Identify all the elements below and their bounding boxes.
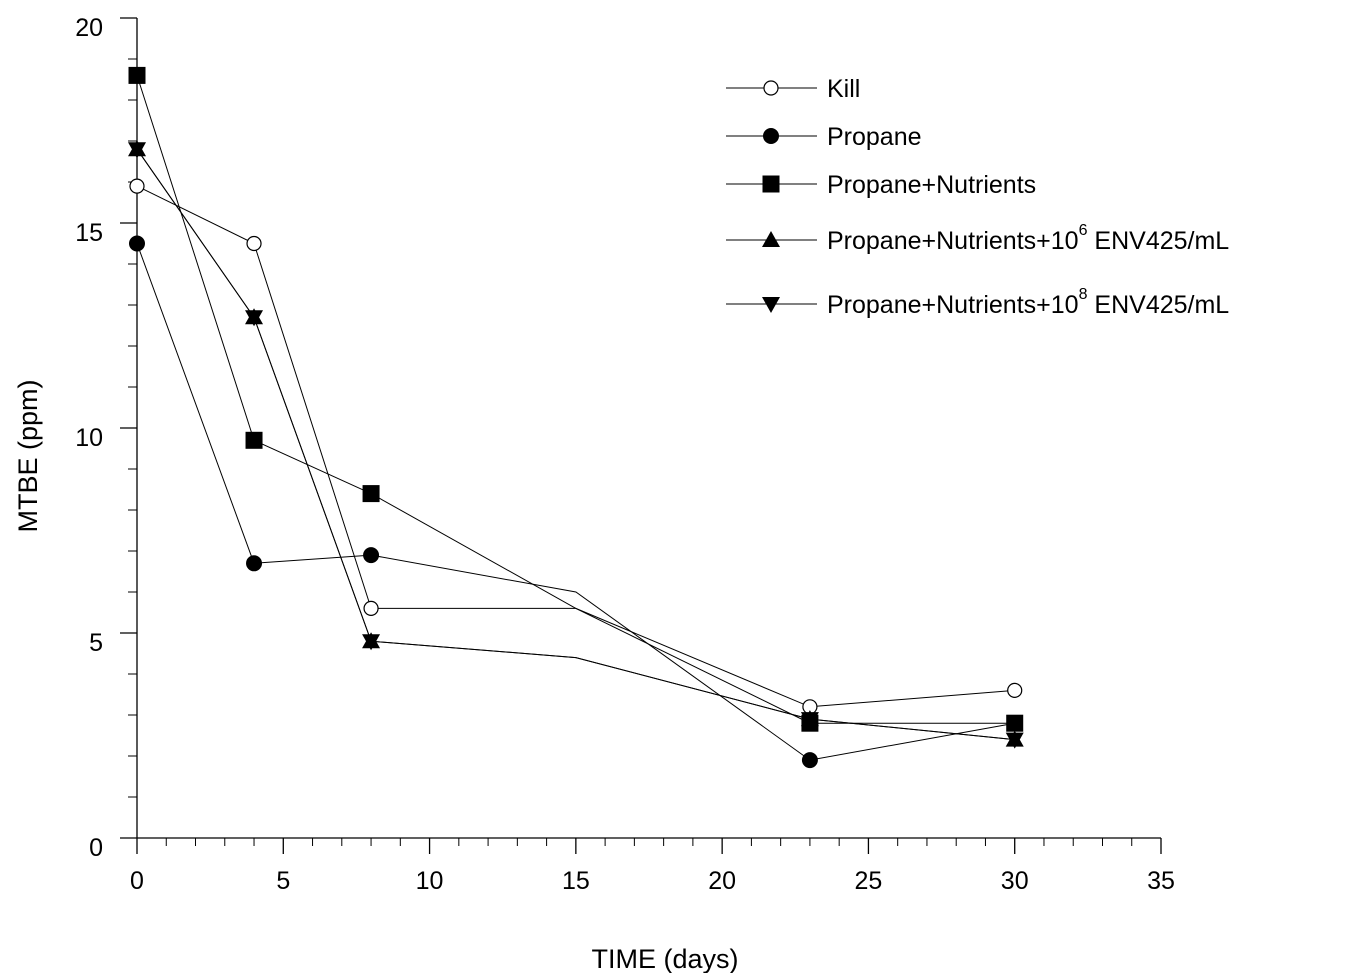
legend-label-sup: 8 xyxy=(1079,286,1088,303)
data-point-s1 xyxy=(246,235,262,252)
x-axis-title: TIME (days) xyxy=(591,944,738,973)
y-tick-label: 5 xyxy=(89,629,103,657)
data-point-s2 xyxy=(129,235,145,252)
legend-label-1: Kill xyxy=(827,75,860,103)
legend-marker-1 xyxy=(763,80,779,96)
data-point-s5 xyxy=(1005,732,1024,749)
data-point-s1 xyxy=(1007,682,1023,699)
x-tick-label: 35 xyxy=(1147,867,1175,895)
y-tick-label: 15 xyxy=(75,219,103,247)
data-point-s5 xyxy=(362,634,381,651)
legend: Kill Propane Propane+Nutrients Propane+Nutr… xyxy=(726,75,1229,319)
x-tick-label: 5 xyxy=(276,867,290,895)
legend-label-suffix: ENV425/mL xyxy=(1087,227,1229,255)
data-point-s3 xyxy=(1006,714,1024,732)
series-markers xyxy=(128,66,1024,769)
legend-label-sup: 6 xyxy=(1079,222,1088,239)
data-point-s2 xyxy=(363,547,380,564)
data-point-s2 xyxy=(246,555,263,572)
legend-label-5: Propane+Nutrients+108 ENV425/mL xyxy=(827,286,1229,319)
x-tick-label: 10 xyxy=(416,867,444,895)
x-tick-label: 0 xyxy=(130,867,144,895)
legend-label-2: Propane xyxy=(827,123,922,151)
y-tick-label: 10 xyxy=(75,424,103,452)
data-point-s2 xyxy=(801,752,818,769)
series-line-5 xyxy=(136,148,1015,741)
data-point-s5 xyxy=(245,310,264,327)
axes: 0 5 10 15 20 25 30 35 0 5 10 15 20 xyxy=(75,14,1175,895)
data-point-s3 xyxy=(245,431,263,449)
legend-label-base: Propane+Nutrients+10 xyxy=(827,291,1079,319)
data-point-s3 xyxy=(362,485,380,503)
y-tick-label: 0 xyxy=(89,834,103,862)
data-point-s1 xyxy=(363,600,379,617)
x-tick-label: 25 xyxy=(855,867,883,895)
data-point-s1 xyxy=(129,178,145,194)
data-point-s5 xyxy=(128,142,146,159)
legend-label-4: Propane+Nutrients+106 ENV425/mL xyxy=(827,222,1229,255)
x-tick-label: 30 xyxy=(1001,867,1029,895)
series-lines xyxy=(136,75,1015,761)
legend-marker-4 xyxy=(762,231,780,247)
data-point-s3 xyxy=(128,66,146,84)
legend-marker-2 xyxy=(763,128,779,144)
x-tick-label: 20 xyxy=(708,867,736,895)
series-line-2 xyxy=(136,243,1015,761)
legend-label-3: Propane+Nutrients xyxy=(827,171,1036,199)
legend-label-suffix: ENV425/mL xyxy=(1087,291,1229,319)
legend-marker-3 xyxy=(762,175,780,193)
x-tick-label: 15 xyxy=(562,867,590,895)
y-tick-label: 20 xyxy=(75,14,103,42)
legend-marker-5 xyxy=(762,297,780,313)
legend-label-base: Propane+Nutrients+10 xyxy=(827,227,1079,255)
series-line-1 xyxy=(136,185,1015,708)
data-point-s5 xyxy=(800,712,819,729)
series-line-3 xyxy=(136,75,1015,724)
y-axis-title: MTBE (ppm) xyxy=(13,379,43,532)
